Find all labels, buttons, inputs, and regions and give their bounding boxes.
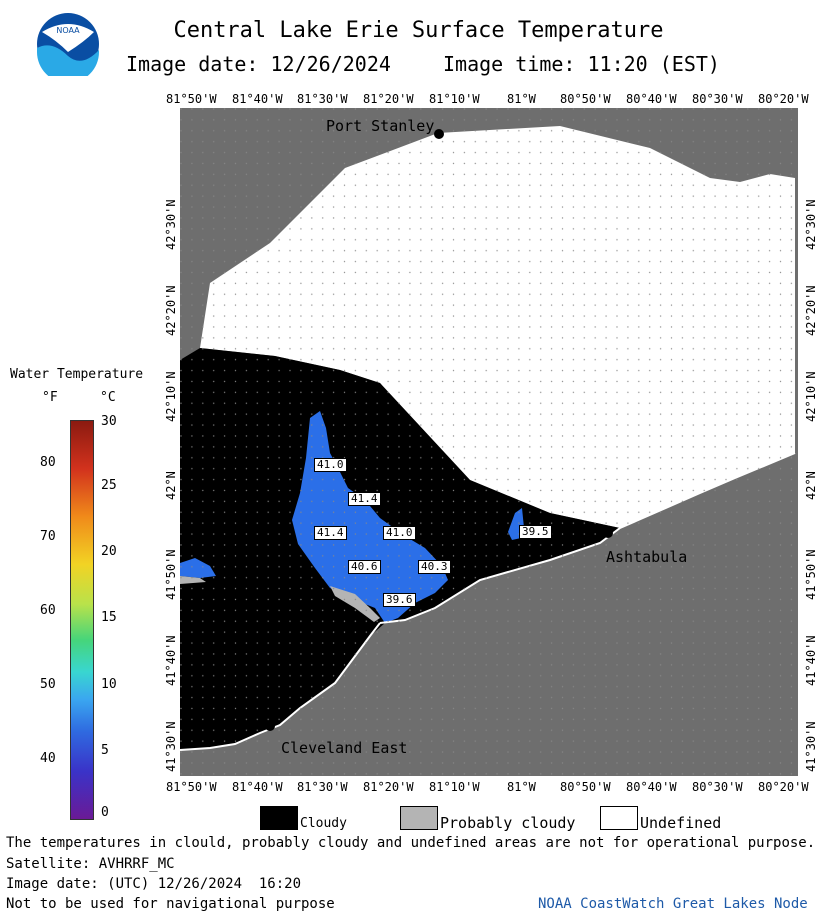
legend-probably-cloudy-label: Probably cloudy bbox=[440, 814, 576, 832]
lon-tick: 80°20'W bbox=[758, 92, 809, 106]
navigation-warning: Not to be used for navigational purpose bbox=[6, 896, 335, 912]
lat-tick: 41°50'N bbox=[164, 549, 178, 600]
lon-tick: 81°10'W bbox=[429, 92, 480, 106]
source-credit: NOAA CoastWatch Great Lakes Node bbox=[538, 896, 808, 912]
colorbar-f-tick: 50 bbox=[40, 677, 56, 692]
lon-tick: 81°W bbox=[507, 92, 536, 106]
port-stanley-marker bbox=[434, 129, 444, 139]
lon-tick: 81°20'W bbox=[363, 780, 414, 794]
legend-undefined-label: Undefined bbox=[640, 814, 722, 832]
colorbar-title: Water Temperature bbox=[10, 367, 144, 382]
lon-tick: 81°50'W bbox=[166, 780, 217, 794]
lat-tick: 42°20'N bbox=[164, 285, 178, 336]
colorbar-f-tick: 40 bbox=[40, 751, 56, 766]
colorbar-f-tick: 70 bbox=[40, 529, 56, 544]
colorbar-unit-f: °F bbox=[42, 390, 58, 405]
lat-tick: 41°40'N bbox=[164, 635, 178, 686]
lat-tick: 41°50'N bbox=[804, 549, 818, 600]
temp-label: 41.4 bbox=[348, 492, 381, 506]
lon-tick: 81°30'W bbox=[297, 780, 348, 794]
lat-tick: 42°10'N bbox=[164, 371, 178, 422]
lon-tick: 81°W bbox=[507, 780, 536, 794]
legend-undefined-swatch bbox=[600, 806, 638, 830]
lon-tick: 80°50'W bbox=[560, 780, 611, 794]
lon-tick: 81°20'W bbox=[363, 92, 414, 106]
colorbar-unit-c: °C bbox=[100, 390, 116, 405]
lon-tick: 81°50'W bbox=[166, 92, 217, 106]
lake-erie-map bbox=[180, 108, 798, 776]
lat-tick: 41°30'N bbox=[804, 721, 818, 772]
lon-tick: 81°40'W bbox=[232, 92, 283, 106]
legend-probably-cloudy-swatch bbox=[400, 806, 438, 830]
disclaimer-text: The temperatures in clould, probably clo… bbox=[6, 835, 816, 851]
temp-label: 39.5 bbox=[519, 525, 552, 539]
legend-cloudy-swatch bbox=[260, 806, 298, 830]
colorbar-c-tick: 15 bbox=[101, 610, 117, 625]
cleveland-east-label: Cleveland East bbox=[281, 739, 408, 757]
temp-label: 41.0 bbox=[314, 458, 347, 472]
lat-tick: 42°10'N bbox=[804, 371, 818, 422]
temp-label: 39.6 bbox=[383, 593, 416, 607]
lat-tick: 42°N bbox=[804, 471, 818, 500]
colorbar-c-tick: 0 bbox=[101, 805, 109, 820]
cleveland-east-marker bbox=[265, 721, 275, 731]
lon-tick: 80°40'W bbox=[626, 780, 677, 794]
colorbar bbox=[70, 420, 94, 820]
colorbar-c-tick: 20 bbox=[101, 544, 117, 559]
utc-date-text: Image date: (UTC) 12/26/2024 16:20 bbox=[6, 876, 302, 892]
image-time: Image time: 11:20 (EST) bbox=[443, 52, 720, 76]
page-title: Central Lake Erie Surface Temperature bbox=[173, 18, 664, 43]
lon-tick: 80°30'W bbox=[692, 780, 743, 794]
colorbar-f-tick: 80 bbox=[40, 455, 56, 470]
lon-tick: 80°50'W bbox=[560, 92, 611, 106]
colorbar-c-tick: 30 bbox=[101, 414, 117, 429]
temp-label: 40.6 bbox=[348, 560, 381, 574]
lon-tick: 81°10'W bbox=[429, 780, 480, 794]
image-date: Image date: 12/26/2024 bbox=[126, 52, 391, 76]
lat-tick: 41°40'N bbox=[804, 635, 818, 686]
lat-tick: 42°N bbox=[164, 471, 178, 500]
port-stanley-label: Port Stanley bbox=[326, 117, 435, 135]
satellite-text: Satellite: AVHRRF_MC bbox=[6, 856, 175, 872]
temp-label: 41.4 bbox=[314, 526, 347, 540]
lat-tick: 42°30'N bbox=[804, 199, 818, 250]
lon-tick: 80°30'W bbox=[692, 92, 743, 106]
noaa-logo: NOAA bbox=[36, 12, 100, 83]
lat-tick: 42°30'N bbox=[164, 199, 178, 250]
colorbar-c-tick: 5 bbox=[101, 743, 109, 758]
ashtabula-label: Ashtabula bbox=[606, 548, 688, 566]
lon-tick: 80°20'W bbox=[758, 780, 809, 794]
colorbar-c-tick: 10 bbox=[101, 677, 117, 692]
svg-text:NOAA: NOAA bbox=[56, 26, 80, 35]
temp-label: 41.0 bbox=[383, 526, 416, 540]
colorbar-c-tick: 25 bbox=[101, 478, 117, 493]
temp-label: 40.3 bbox=[418, 560, 451, 574]
lat-tick: 41°30'N bbox=[164, 721, 178, 772]
legend-cloudy-label: Cloudy bbox=[300, 816, 347, 831]
lon-tick: 81°40'W bbox=[232, 780, 283, 794]
colorbar-f-tick: 60 bbox=[40, 603, 56, 618]
lon-tick: 81°30'W bbox=[297, 92, 348, 106]
ashtabula-marker bbox=[603, 528, 613, 538]
lat-tick: 42°20'N bbox=[804, 285, 818, 336]
lon-tick: 80°40'W bbox=[626, 92, 677, 106]
